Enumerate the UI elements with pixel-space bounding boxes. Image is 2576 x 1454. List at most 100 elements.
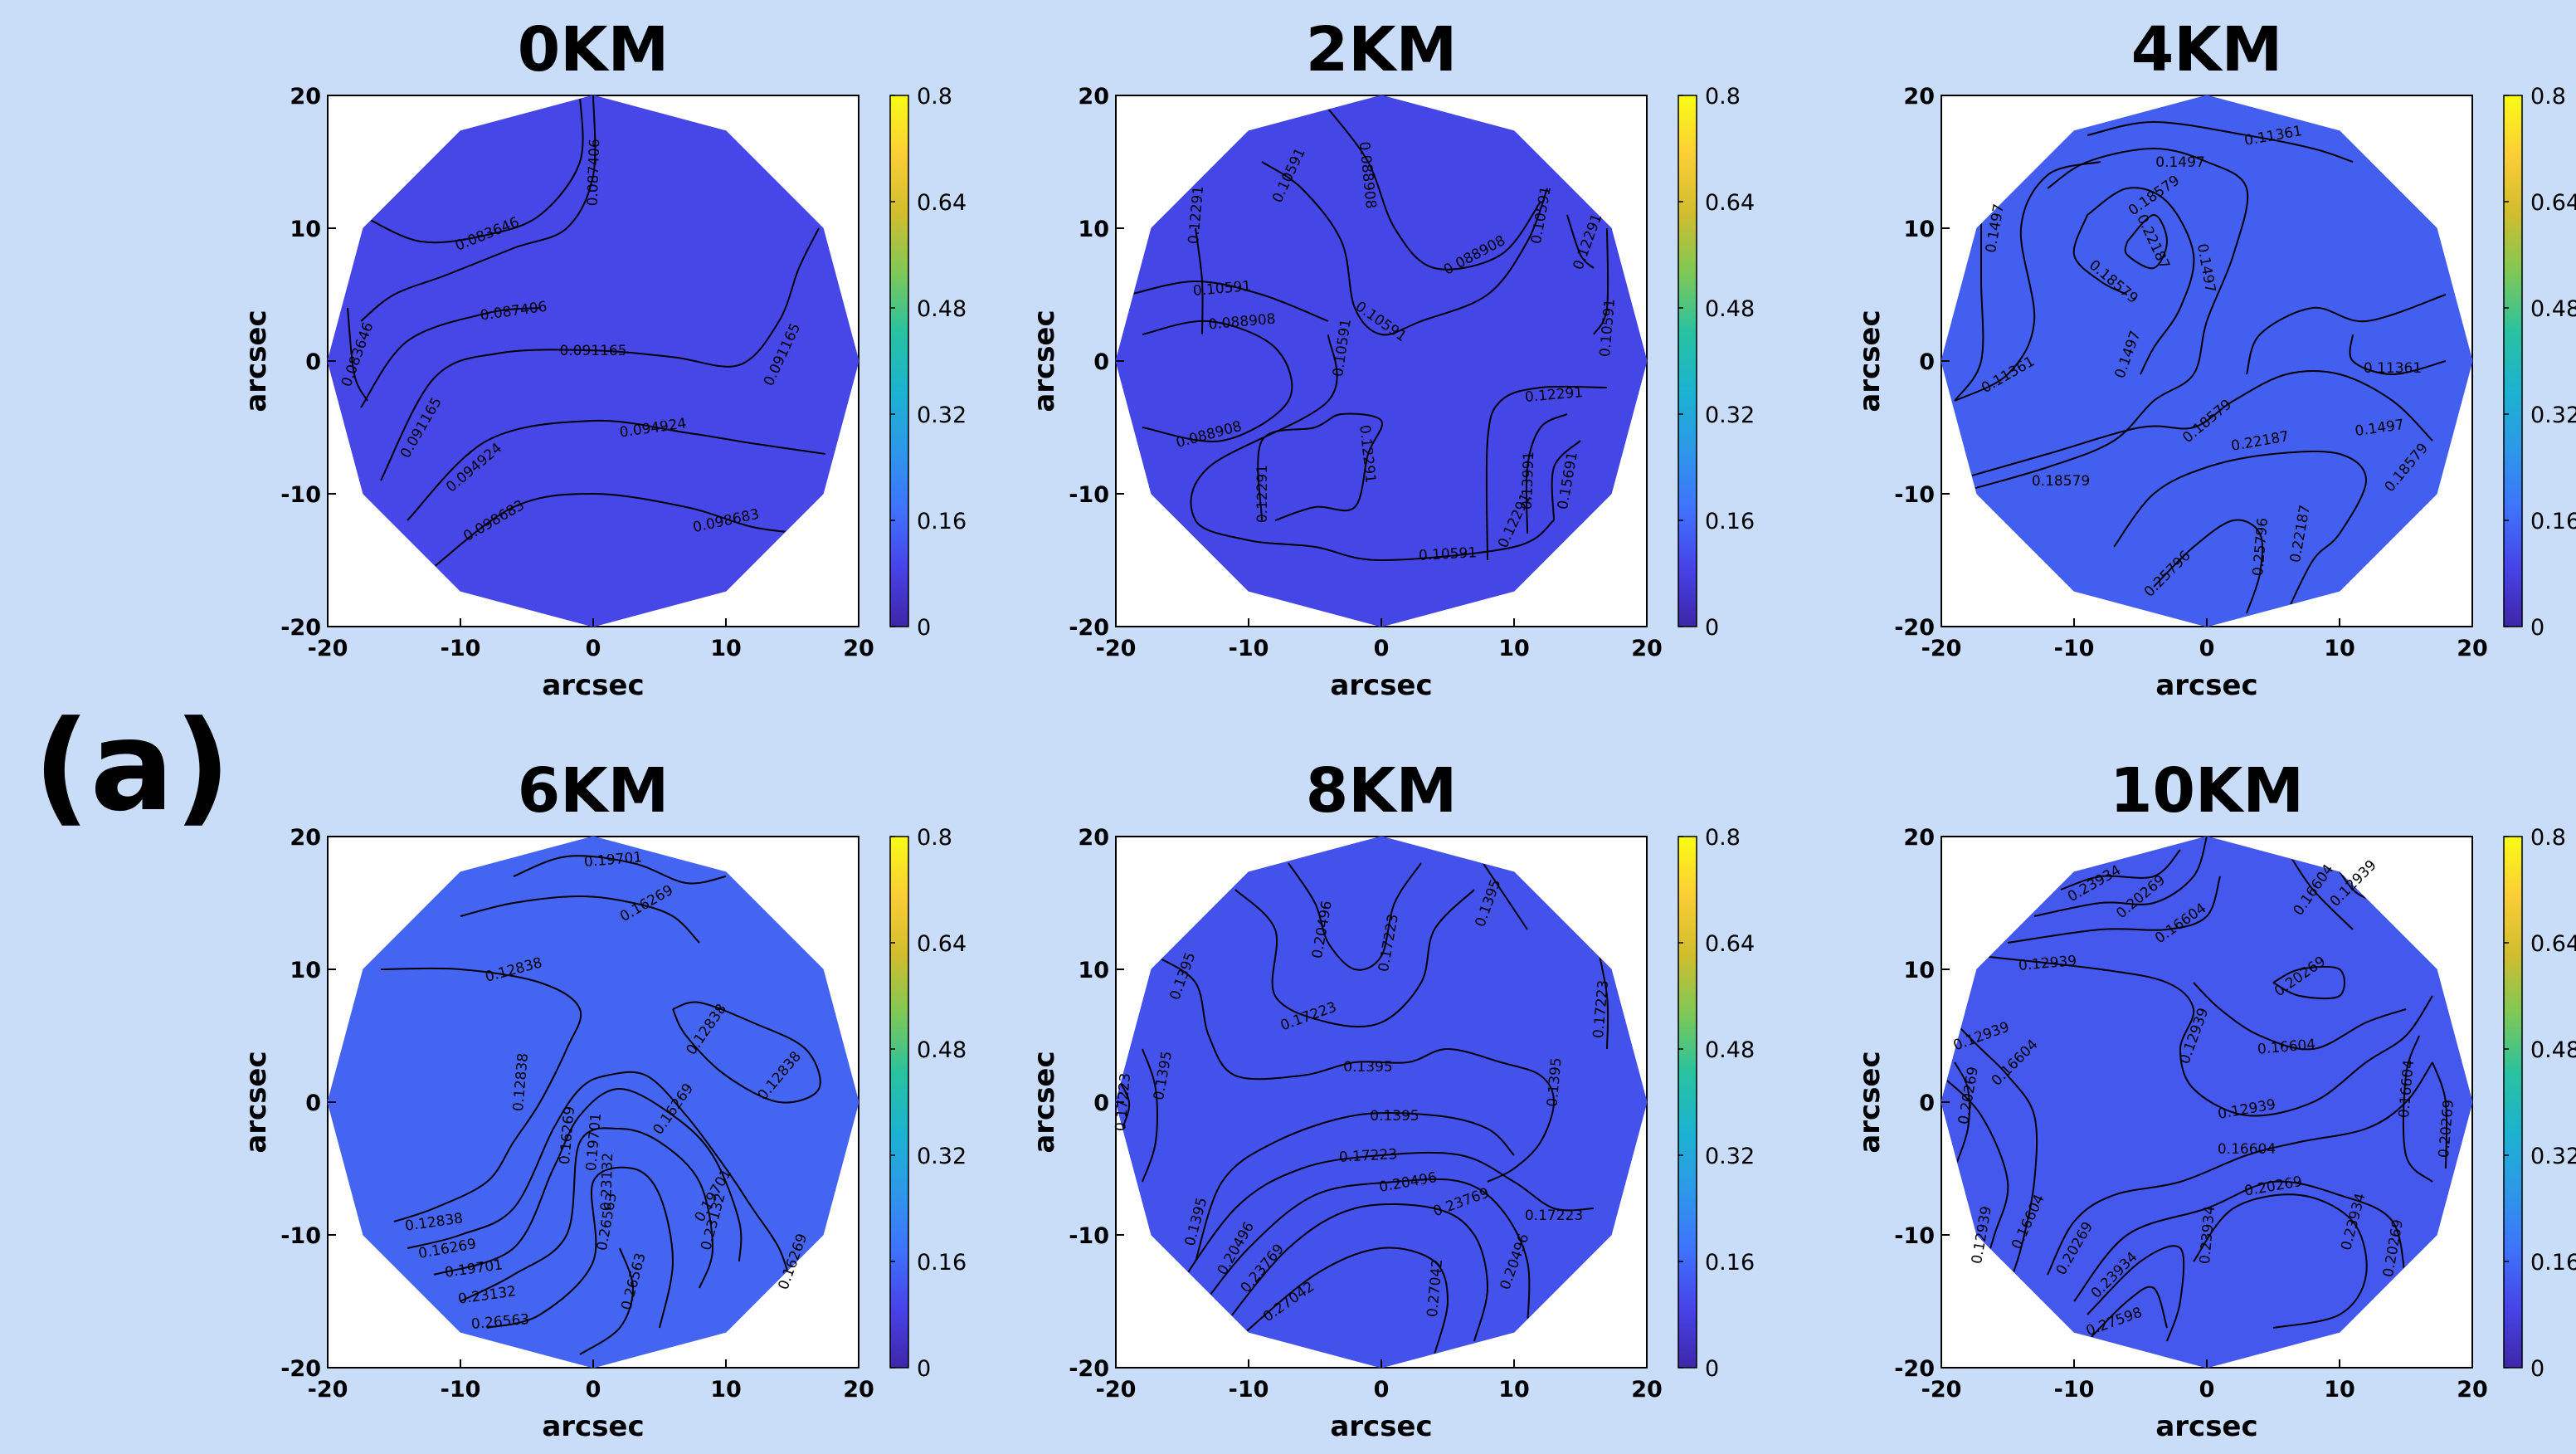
contour-label: 0.1395 bbox=[1370, 1108, 1419, 1125]
colorbar-tick-label: 0.64 bbox=[2530, 931, 2576, 957]
y-tick-label: 10 bbox=[1903, 217, 1935, 242]
contour-line bbox=[1485, 385, 1608, 561]
contour-line bbox=[1954, 147, 2249, 495]
panel-2km: 2KM0.0889080.105910.122910.105910.088908… bbox=[1028, 14, 1755, 702]
colorbar-tick-label: 0 bbox=[917, 1356, 931, 1382]
colorbar-tick-label: 0.8 bbox=[917, 825, 952, 851]
y-tick-label: 20 bbox=[1078, 825, 1109, 851]
panel-title: 10KM bbox=[2110, 755, 2304, 827]
x-tick-label: 0 bbox=[1374, 1377, 1390, 1403]
y-tick-label: -20 bbox=[1894, 1356, 1935, 1382]
contour-line bbox=[1195, 1111, 1515, 1262]
colorbar-tick-label: 0.8 bbox=[1705, 84, 1741, 110]
contour-line bbox=[380, 227, 820, 481]
contour-line bbox=[360, 307, 541, 408]
colorbar-tick-label: 0.16 bbox=[2530, 1250, 2576, 1276]
contour-line bbox=[1234, 889, 1475, 1028]
panel-title: 4KM bbox=[2131, 14, 2282, 85]
contour-line bbox=[1257, 412, 1384, 521]
contour-line bbox=[1142, 320, 1293, 442]
x-axis-label: arcsec bbox=[1330, 669, 1432, 702]
x-tick-label: 0 bbox=[586, 636, 601, 661]
contour-line bbox=[2087, 120, 2354, 163]
x-tick-label: 20 bbox=[843, 1377, 874, 1403]
contour-line bbox=[1954, 1022, 2038, 1289]
colorbar-tick-label: 0.16 bbox=[1705, 509, 1755, 534]
contour-line bbox=[1327, 108, 1541, 271]
contour-line bbox=[433, 492, 806, 568]
x-tick-label: -20 bbox=[1921, 1377, 1962, 1403]
x-tick-label: 0 bbox=[2199, 636, 2215, 661]
contour-line bbox=[460, 1127, 714, 1302]
contour-lines bbox=[1941, 837, 2448, 1342]
colorbar-tick-label: 0.48 bbox=[2530, 296, 2576, 322]
contour-line bbox=[347, 307, 368, 402]
contour-lines bbox=[1128, 108, 1609, 562]
x-axis-label: arcsec bbox=[2155, 669, 2257, 702]
contour-line bbox=[1980, 955, 2433, 1117]
contour-line bbox=[1954, 214, 1984, 402]
x-axis-label: arcsec bbox=[542, 669, 644, 702]
colorbar-tick-label: 0.8 bbox=[917, 84, 952, 110]
contour-lines bbox=[1954, 120, 2447, 614]
x-tick-label: -10 bbox=[441, 1377, 481, 1403]
contour-line bbox=[2124, 213, 2169, 270]
colorbar-tick-label: 0.64 bbox=[1705, 190, 1755, 216]
y-tick-label: -10 bbox=[280, 482, 321, 508]
y-tick-label: 0 bbox=[1919, 1090, 1935, 1116]
contour-line bbox=[1221, 1203, 1489, 1342]
y-tick-label: 20 bbox=[1903, 825, 1935, 851]
colorbar-tick-label: 0 bbox=[1705, 1356, 1719, 1382]
contour-label: 0.11361 bbox=[2364, 360, 2422, 377]
panel-4km: 4KM0.113610.14970.185790.221870.185790.1… bbox=[1853, 14, 2576, 702]
x-tick-label: 10 bbox=[710, 636, 742, 661]
contour-line bbox=[2246, 294, 2447, 375]
contour-label: 0.087406 bbox=[585, 139, 604, 207]
colorbar-tick-label: 0.32 bbox=[2530, 403, 2576, 428]
contour-line bbox=[2073, 1180, 2407, 1302]
y-tick-label: 10 bbox=[1078, 958, 1109, 983]
contour-lines bbox=[347, 95, 826, 568]
colorbar-tick-label: 0.16 bbox=[917, 509, 967, 534]
colorbar bbox=[2503, 95, 2523, 627]
y-tick-label: 20 bbox=[1078, 84, 1109, 110]
colorbar-tick-label: 0.8 bbox=[2530, 825, 2566, 851]
contour-line bbox=[1593, 227, 1609, 335]
colorbar bbox=[889, 836, 909, 1369]
y-axis-label: arcsec bbox=[240, 310, 273, 412]
colorbar-tick-label: 0.32 bbox=[2530, 1144, 2576, 1169]
colorbar-tick-label: 0.48 bbox=[2530, 1037, 2576, 1063]
panel-title: 0KM bbox=[518, 14, 669, 85]
y-tick-label: 0 bbox=[305, 1090, 321, 1116]
x-axis-label: arcsec bbox=[1330, 1410, 1432, 1443]
colorbar-tick-label: 0.64 bbox=[1705, 931, 1755, 957]
contour-label: 0.1395 bbox=[1343, 1059, 1392, 1076]
panel-6km: 6KM0.197010.162690.128380.128380.128380.… bbox=[240, 755, 967, 1443]
x-tick-label: -10 bbox=[1229, 1377, 1269, 1403]
contour-line bbox=[2087, 1286, 2168, 1342]
x-tick-label: -10 bbox=[1229, 636, 1269, 661]
x-tick-label: 10 bbox=[2324, 636, 2355, 661]
panel-title: 2KM bbox=[1306, 14, 1457, 85]
contour-line bbox=[1954, 370, 2433, 481]
contour-line bbox=[2047, 1061, 2433, 1276]
contour-line bbox=[2087, 1245, 2185, 1342]
colorbar-tick-label: 0.32 bbox=[1705, 1144, 1755, 1169]
x-tick-label: 10 bbox=[2324, 1377, 2355, 1403]
x-tick-label: -20 bbox=[1096, 1377, 1137, 1403]
contour-line bbox=[2072, 214, 2128, 295]
contour-line bbox=[360, 95, 597, 322]
contour-line bbox=[1190, 334, 1555, 562]
contour-line bbox=[1261, 161, 1548, 336]
contour-line bbox=[486, 1166, 674, 1329]
contour-label: 0.17223 bbox=[1338, 1146, 1397, 1166]
contour-line bbox=[2432, 1061, 2448, 1169]
panel-title: 6KM bbox=[518, 755, 669, 827]
y-tick-label: -10 bbox=[1894, 482, 1935, 508]
y-tick-label: 20 bbox=[290, 825, 321, 851]
contour-label: 0.16604 bbox=[2218, 1141, 2276, 1158]
contour-line bbox=[1155, 955, 1556, 1183]
y-tick-label: 10 bbox=[1078, 217, 1109, 242]
